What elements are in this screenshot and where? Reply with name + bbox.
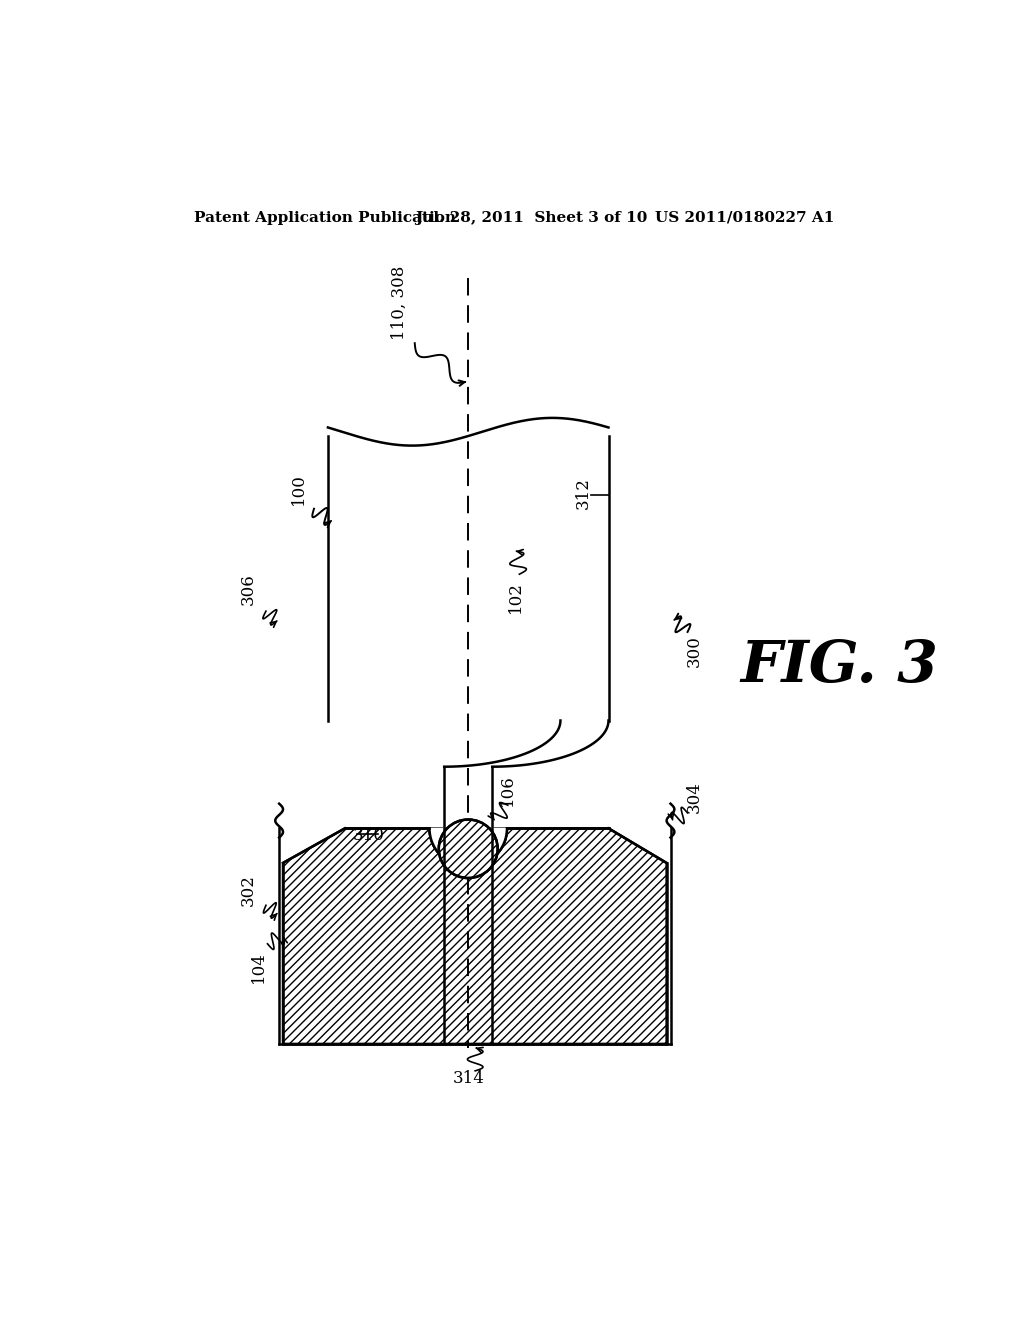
Text: Jul. 28, 2011  Sheet 3 of 10: Jul. 28, 2011 Sheet 3 of 10 bbox=[415, 211, 647, 224]
Text: 110, 308: 110, 308 bbox=[391, 265, 408, 341]
Polygon shape bbox=[429, 829, 507, 867]
Text: 100: 100 bbox=[290, 474, 307, 506]
Text: 310: 310 bbox=[352, 828, 385, 845]
Text: 306: 306 bbox=[240, 574, 257, 606]
Text: 300: 300 bbox=[685, 635, 702, 667]
Text: 314: 314 bbox=[453, 1071, 485, 1088]
Text: 102: 102 bbox=[507, 581, 524, 614]
Text: FIG. 3: FIG. 3 bbox=[740, 639, 938, 694]
Text: Patent Application Publication: Patent Application Publication bbox=[194, 211, 456, 224]
Text: 312: 312 bbox=[575, 478, 592, 510]
Polygon shape bbox=[328, 432, 608, 721]
Text: 104: 104 bbox=[250, 950, 266, 983]
Text: 304: 304 bbox=[685, 781, 702, 813]
Text: 302: 302 bbox=[240, 874, 257, 906]
Text: 106: 106 bbox=[500, 774, 516, 805]
Text: US 2011/0180227 A1: US 2011/0180227 A1 bbox=[655, 211, 835, 224]
Circle shape bbox=[438, 820, 498, 878]
